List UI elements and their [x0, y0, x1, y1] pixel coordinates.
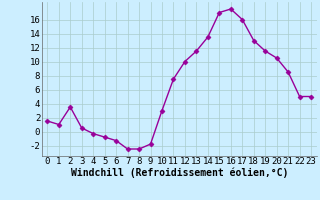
X-axis label: Windchill (Refroidissement éolien,°C): Windchill (Refroidissement éolien,°C)	[70, 168, 288, 178]
